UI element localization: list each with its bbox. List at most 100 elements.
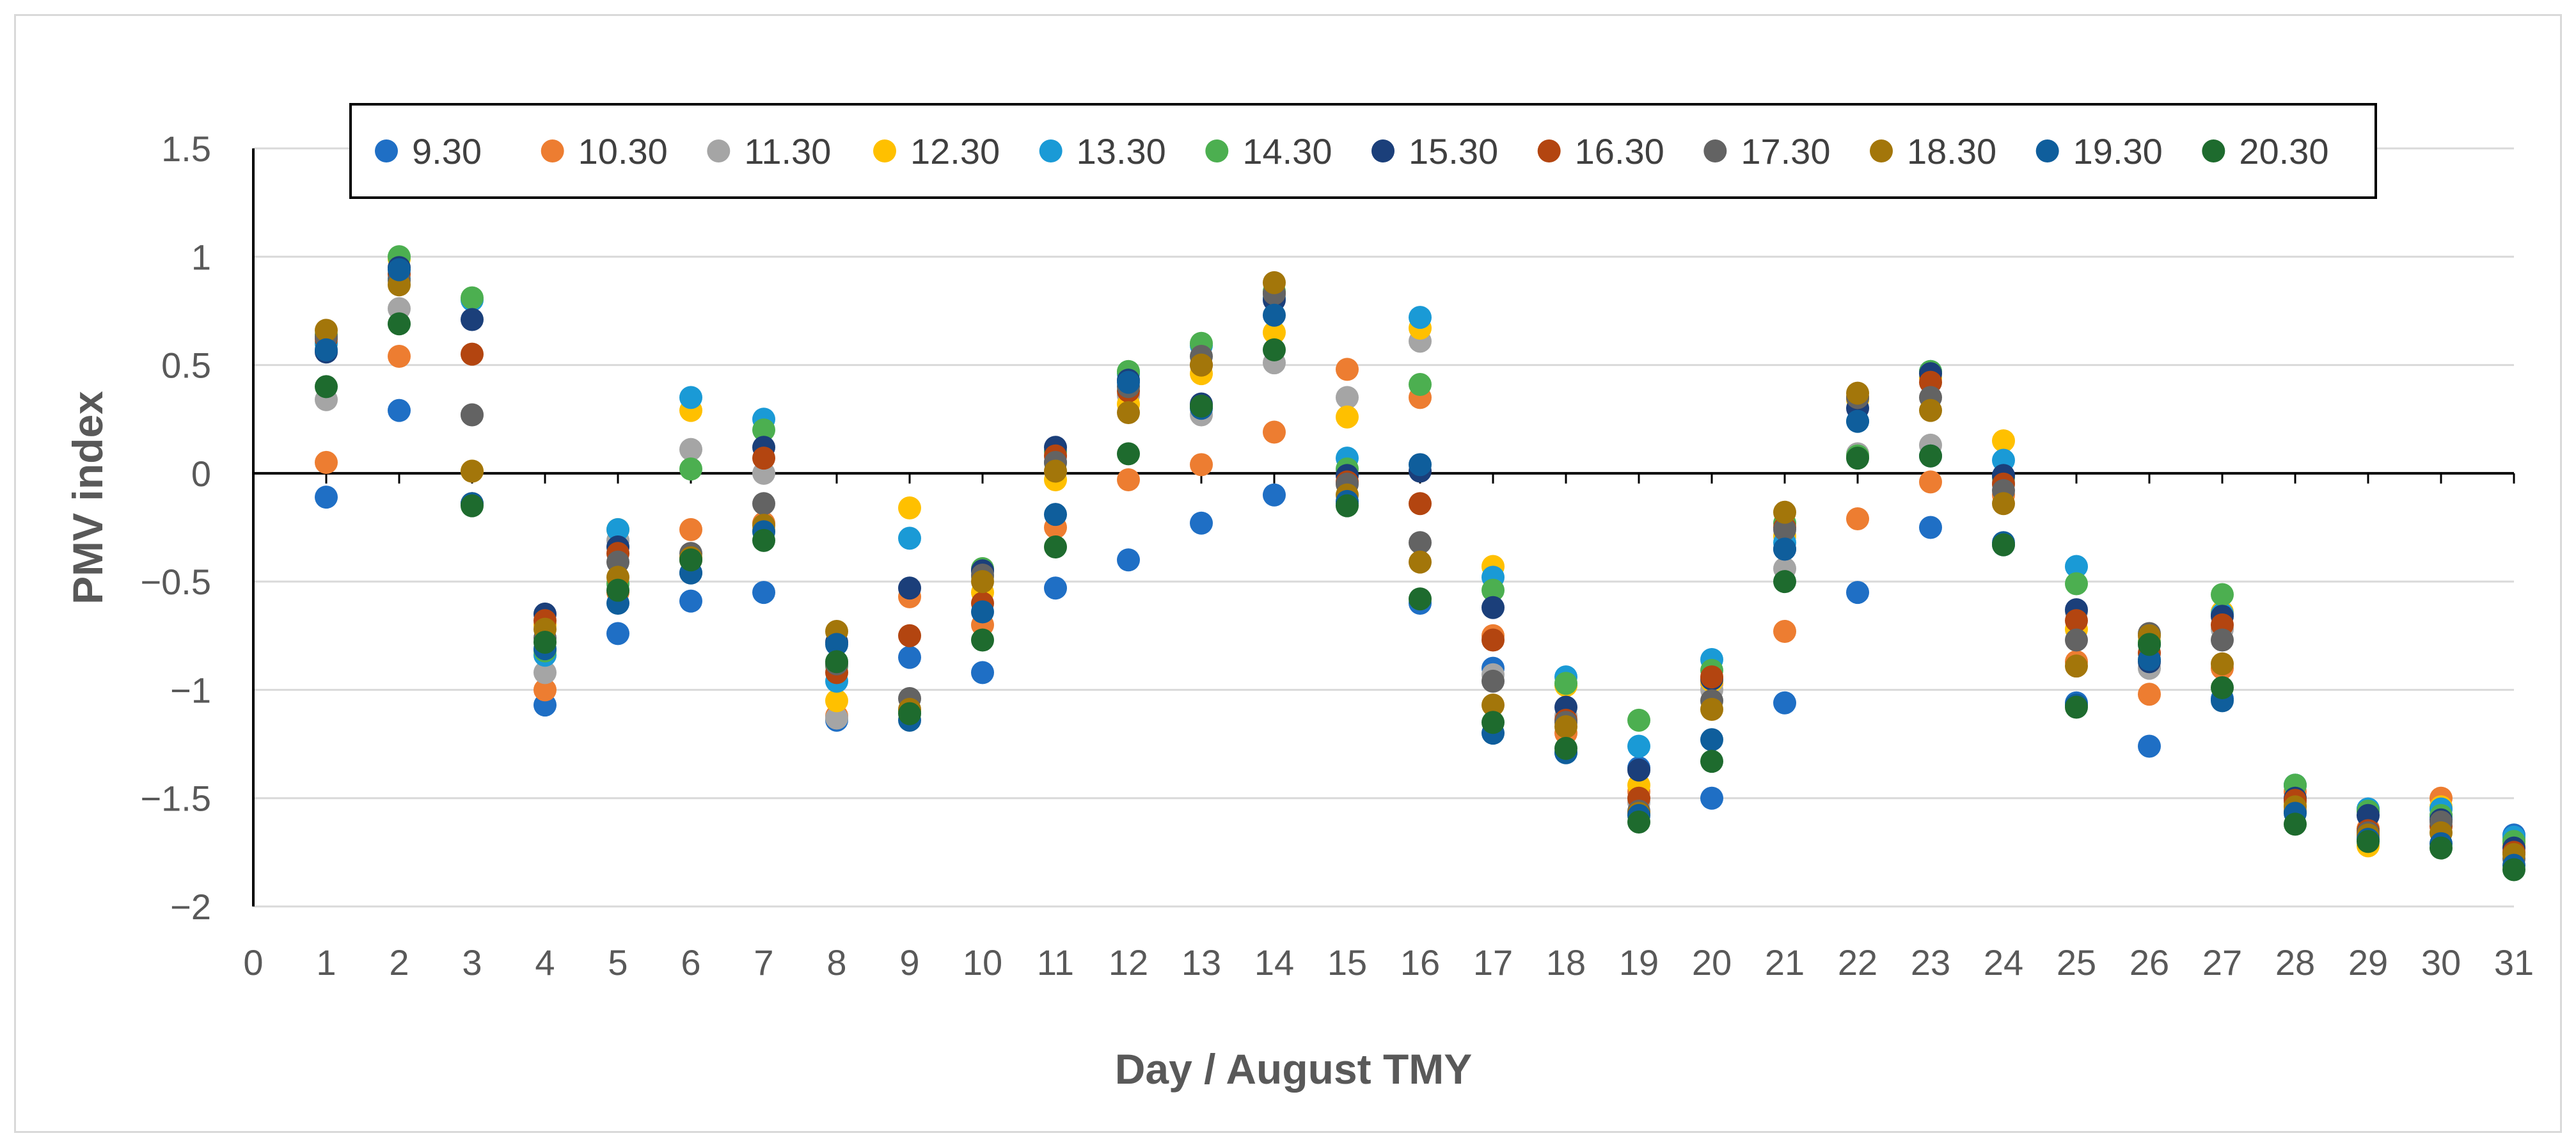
data-point xyxy=(1117,370,1140,394)
data-point xyxy=(2430,836,2453,860)
legend-marker xyxy=(1703,139,1727,162)
x-tick-label: 7 xyxy=(754,942,773,983)
x-tick-label: 5 xyxy=(608,942,628,983)
x-axis-tick-labels: 0 1 2 3 4 5 6 7 8 9 10 11 12 13 14 15 16 17 18 19 20 21 22 23 24… xyxy=(243,942,2534,983)
data-point xyxy=(1700,750,1723,773)
x-tick-label: 3 xyxy=(462,942,482,983)
data-point xyxy=(1992,533,2015,557)
data-point xyxy=(2065,572,2088,596)
data-point xyxy=(1263,483,1286,507)
legend-marker xyxy=(1537,139,1561,162)
data-point xyxy=(825,706,848,730)
data-point xyxy=(1263,420,1286,444)
data-point xyxy=(315,338,338,361)
data-point xyxy=(1409,373,1432,397)
data-point xyxy=(1992,492,2015,516)
data-point xyxy=(461,494,484,518)
x-tick-label: 17 xyxy=(1473,942,1513,983)
data-point xyxy=(1919,470,1942,494)
grid-lines xyxy=(253,147,2514,908)
x-tick-label: 26 xyxy=(2130,942,2169,983)
data-point xyxy=(1336,386,1359,409)
legend-marker xyxy=(707,139,731,162)
axes xyxy=(252,148,2515,906)
data-point xyxy=(679,548,702,572)
data-point xyxy=(2211,676,2234,700)
data-point xyxy=(1482,578,1505,602)
data-point xyxy=(1409,587,1432,611)
x-tick-label: 21 xyxy=(1765,942,1805,983)
data-point xyxy=(2211,652,2234,676)
data-point xyxy=(1190,511,1213,535)
data-point xyxy=(825,650,848,674)
data-point xyxy=(1846,381,1869,405)
data-point xyxy=(1190,394,1213,418)
data-point xyxy=(1336,358,1359,381)
x-tick-label: 24 xyxy=(1984,942,2023,983)
data-point xyxy=(1044,576,1067,600)
data-point xyxy=(315,375,338,399)
data-point xyxy=(898,624,921,647)
data-point xyxy=(533,661,557,684)
data-point xyxy=(461,308,484,331)
legend-label: 11.30 xyxy=(744,131,831,171)
data-point xyxy=(1773,500,1796,524)
x-tick-label: 25 xyxy=(2057,942,2096,983)
data-point xyxy=(1263,320,1286,344)
legend-marker xyxy=(1039,139,1063,162)
data-point xyxy=(1044,503,1067,526)
data-point xyxy=(2357,830,2380,853)
legend-label: 17.30 xyxy=(1741,131,1830,171)
data-point xyxy=(606,518,629,541)
data-point xyxy=(752,581,775,605)
data-point xyxy=(1700,697,1723,721)
data-point xyxy=(1773,691,1796,715)
y-tick-label: 0 xyxy=(191,454,211,494)
legend-label: 9.30 xyxy=(412,131,482,171)
data-point xyxy=(1700,665,1723,689)
data-point xyxy=(1117,401,1140,425)
data-point xyxy=(1627,758,1650,782)
data-point xyxy=(1919,399,1942,422)
x-tick-label: 15 xyxy=(1327,942,1367,983)
data-point xyxy=(1263,303,1286,327)
x-tick-label: 14 xyxy=(1254,942,1294,983)
data-point xyxy=(2211,583,2234,606)
legend-marker xyxy=(541,139,564,162)
data-point xyxy=(461,403,484,427)
data-point xyxy=(461,459,484,483)
legend-label: 16.30 xyxy=(1575,131,1664,171)
legend-label: 18.30 xyxy=(1907,131,1996,171)
data-point xyxy=(1992,429,2015,453)
x-tick-label: 9 xyxy=(899,942,919,983)
data-point xyxy=(1846,409,1869,433)
legend: 9.30 10.30 11.30 12.30 13.30 14.30 15.30 16.30 1… xyxy=(349,103,2377,199)
x-tick-label: 28 xyxy=(2275,942,2315,983)
data-point xyxy=(2065,555,2088,578)
legend-label: 12.30 xyxy=(910,131,1000,171)
y-tick-label: −1.5 xyxy=(140,779,211,819)
data-point xyxy=(752,447,775,470)
data-points xyxy=(315,245,2525,882)
data-point xyxy=(2065,609,2088,633)
legend-marker xyxy=(2202,139,2225,162)
legend-marker xyxy=(1371,139,1395,162)
data-point xyxy=(1263,271,1286,294)
data-point xyxy=(679,438,702,461)
data-point xyxy=(2065,628,2088,652)
data-point xyxy=(2065,695,2088,719)
data-point xyxy=(1190,353,1213,377)
data-point xyxy=(1117,442,1140,466)
data-point xyxy=(825,689,848,713)
data-point xyxy=(388,345,411,368)
y-tick-label: 1 xyxy=(191,237,211,277)
data-point xyxy=(1117,548,1140,572)
x-tick-label: 29 xyxy=(2348,942,2388,983)
series-18-30 xyxy=(315,271,2525,866)
x-tick-label: 10 xyxy=(963,942,1002,983)
data-point xyxy=(1554,736,1577,760)
data-point xyxy=(2138,683,2161,706)
data-point xyxy=(679,386,702,409)
data-point xyxy=(315,319,338,342)
